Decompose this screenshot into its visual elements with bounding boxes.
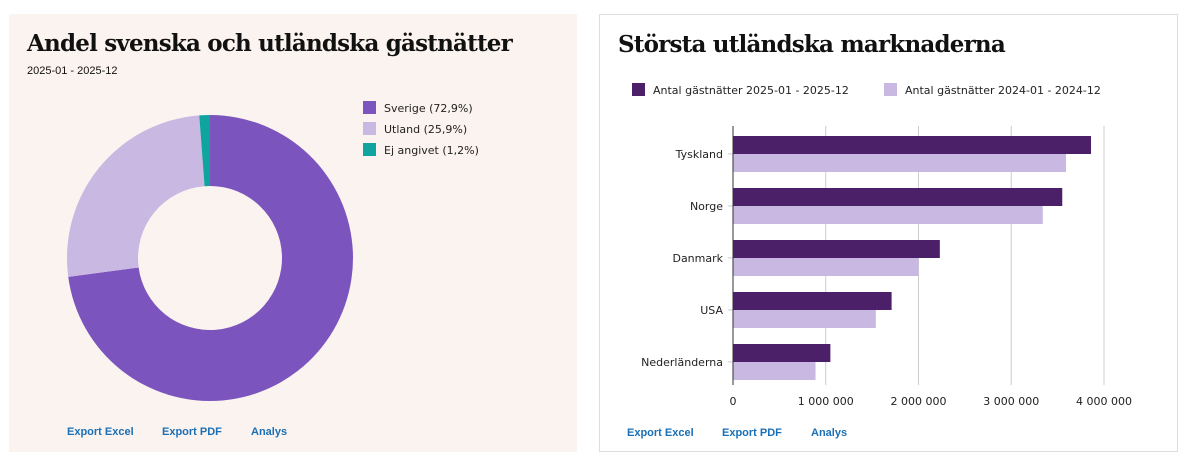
pie-slice-0 (68, 115, 353, 401)
export-excel-link[interactable]: Export Excel (627, 427, 694, 439)
bar-title: Största utländska marknaderna (618, 31, 1006, 58)
pie-title: Andel svenska och utländska gästnätter (27, 30, 513, 57)
bar-norge-1 (733, 206, 1043, 224)
x-tick-label: 2 000 000 (891, 395, 947, 408)
pie-slice-1 (67, 115, 205, 277)
bar-norge-0 (733, 188, 1063, 206)
bar-tyskland-1 (733, 154, 1066, 172)
x-tick-label: 3 000 000 (983, 395, 1039, 408)
pie-slice-2 (199, 115, 210, 187)
export-excel-link[interactable]: Export Excel (67, 426, 134, 438)
bar-nederländerna-0 (733, 344, 831, 362)
legend-swatch (363, 101, 376, 114)
x-tick-label: 4 000 000 (1076, 395, 1132, 408)
analys-link[interactable]: Analys (811, 427, 848, 439)
legend-swatch (363, 143, 376, 156)
bar-usa-0 (733, 292, 892, 310)
bar-danmark-1 (733, 258, 919, 276)
export-pdf-link[interactable]: Export PDF (722, 427, 782, 439)
x-tick-label: 1 000 000 (798, 395, 854, 408)
export-pdf-link[interactable]: Export PDF (162, 426, 222, 438)
legend-label: Antal gästnätter 2025-01 - 2025-12 (653, 84, 849, 97)
y-tick-label: Danmark (672, 252, 723, 265)
legend-swatch (363, 122, 376, 135)
analys-link[interactable]: Analys (251, 426, 288, 438)
legend-label: Ej angivet (1,2%) (384, 144, 479, 157)
legend-label: Antal gästnätter 2024-01 - 2024-12 (905, 84, 1101, 97)
y-tick-label: Tyskland (675, 148, 723, 161)
legend-label: Sverige (72,9%) (384, 102, 473, 115)
y-tick-label: Norge (690, 200, 723, 213)
bar-nederländerna-1 (733, 362, 816, 380)
legend-swatch (884, 83, 897, 96)
legend-label: Utland (25,9%) (384, 123, 467, 136)
bar-danmark-0 (733, 240, 940, 258)
y-tick-label: USA (700, 304, 723, 317)
y-tick-label: Nederländerna (641, 356, 723, 369)
x-tick-label: 0 (730, 395, 737, 408)
bar-tyskland-0 (733, 136, 1092, 154)
bar-usa-1 (733, 310, 876, 328)
pie-subtitle: 2025-01 - 2025-12 (27, 65, 118, 77)
legend-swatch (632, 83, 645, 96)
